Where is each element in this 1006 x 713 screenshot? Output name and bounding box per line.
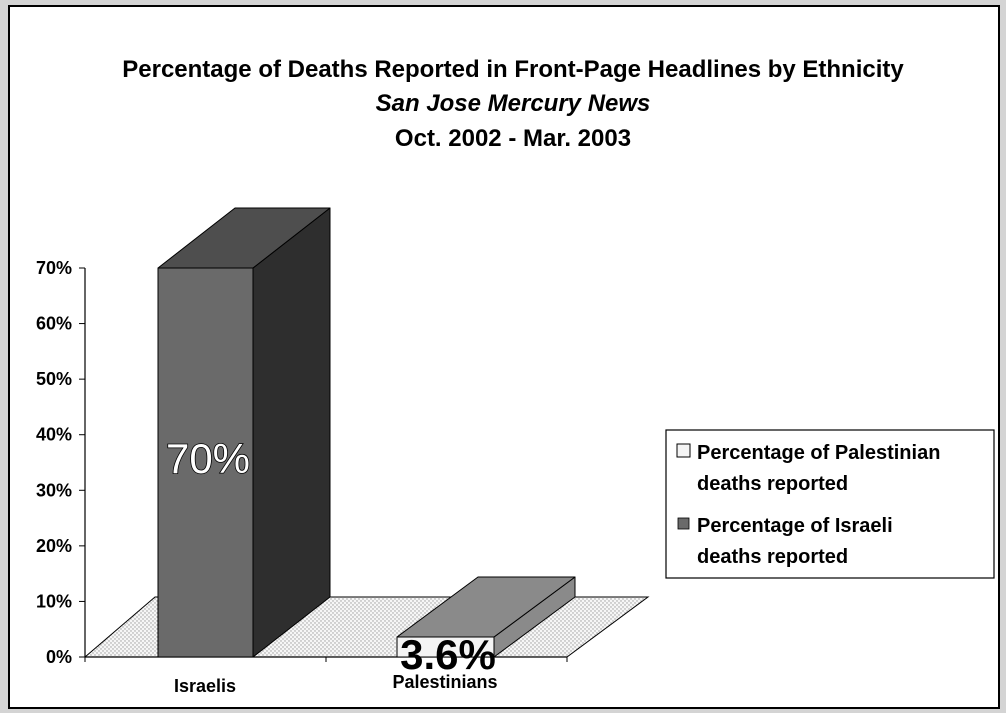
y-tick-label: 40% <box>36 425 72 445</box>
y-tick-label: 60% <box>36 314 72 334</box>
bars-layer <box>157 207 576 658</box>
y-tick-label: 0% <box>46 647 72 667</box>
legend-swatch-israeli <box>677 517 690 530</box>
legend-swatch-palestinian <box>676 443 691 458</box>
legend: Percentage of Palestinian deaths reporte… <box>665 429 995 579</box>
legend-box <box>665 429 995 579</box>
chart-period: Oct. 2002 - Mar. 2003 <box>395 125 631 152</box>
bar-front <box>157 267 254 658</box>
legend-label-israeli-line2: deaths reported <box>697 546 848 568</box>
bar-side <box>252 207 331 658</box>
bar-palestinians <box>396 576 576 658</box>
category-label-palestinians: Palestinians <box>392 672 497 692</box>
legend-label-israeli-line1: Percentage of Israeli <box>697 515 893 537</box>
y-tick-label: 50% <box>36 369 72 389</box>
y-tick-label: 10% <box>36 591 72 611</box>
chart-subtitle: San Jose Mercury News <box>376 90 651 117</box>
data-label-palestinians: 3.6% <box>400 631 496 678</box>
y-tick-label: 20% <box>36 536 72 556</box>
y-tick-label: 30% <box>36 480 72 500</box>
category-label-israelis: Israelis <box>174 676 236 696</box>
data-label-israelis: 70% <box>166 435 250 482</box>
chart-title: Percentage of Deaths Reported in Front-P… <box>122 56 904 83</box>
y-axis-ticks: 0% 10% 20% 30% 40% 50% 60% 70% <box>36 258 85 667</box>
bar-israelis <box>157 207 331 658</box>
bar-front <box>396 636 495 658</box>
y-tick-label: 70% <box>36 258 72 278</box>
legend-label-palestinian-line1: Percentage of Palestinian <box>697 442 940 464</box>
legend-label-palestinian-line2: deaths reported <box>697 473 848 495</box>
